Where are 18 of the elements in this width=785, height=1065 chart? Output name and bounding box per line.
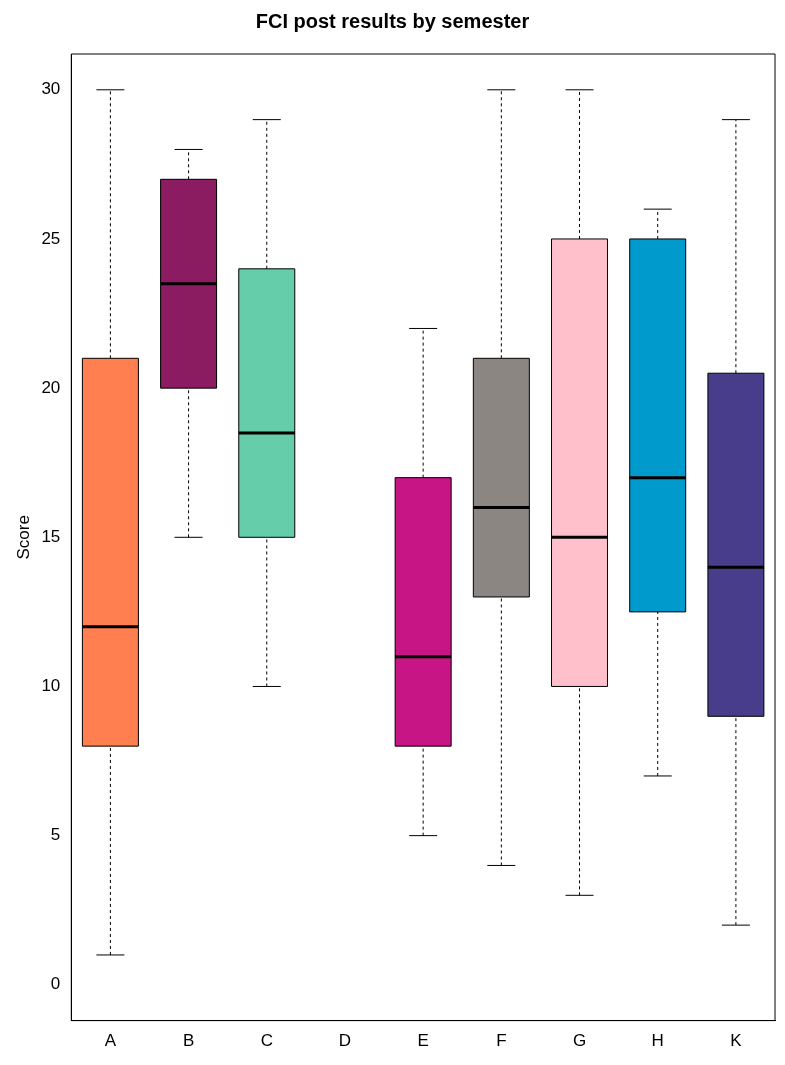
y-tick-label: 15 <box>41 526 61 546</box>
x-tick-label: G <box>572 1031 587 1051</box>
y-axis-title: Score <box>13 515 33 560</box>
x-tick-label: C <box>260 1031 273 1051</box>
x-tick-label: F <box>496 1031 507 1051</box>
y-tick-label: 10 <box>41 676 61 696</box>
y-tick-label: 20 <box>41 377 61 397</box>
x-tick-label: D <box>338 1031 352 1051</box>
x-tick-label: B <box>182 1031 195 1051</box>
x-tick-label: H <box>651 1031 664 1051</box>
x-tick-label: K <box>730 1031 743 1051</box>
x-tick-label: E <box>417 1031 429 1051</box>
y-tick-label: 25 <box>41 228 61 248</box>
y-tick-label: 0 <box>50 974 61 994</box>
x-tick-label: A <box>104 1031 117 1051</box>
chart-title: FCI post results by semester <box>255 9 530 32</box>
y-tick-label: 30 <box>41 79 61 99</box>
y-tick-label: 5 <box>50 825 61 845</box>
